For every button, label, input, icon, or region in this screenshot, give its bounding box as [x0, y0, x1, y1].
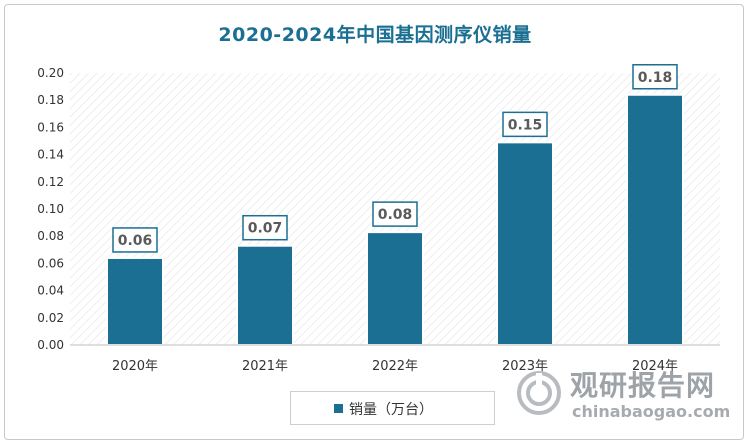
data-label-box [242, 214, 288, 241]
watermark-en-text: chinabaogao.com [572, 402, 731, 421]
data-label: 0.18 [638, 70, 673, 86]
bar [496, 141, 554, 346]
watermark: 观研报告网 chinabaogao.com [510, 360, 742, 430]
legend-label: 销量（万台） [349, 402, 433, 418]
data-label-box [112, 227, 158, 253]
y-tick-label: 0.10 [37, 202, 64, 216]
bars-group [106, 93, 684, 347]
bar [366, 231, 424, 346]
x-tick-label: 2022年 [372, 359, 418, 374]
legend: 销量（万台） [290, 391, 495, 425]
x-axis-ticks: 2020年 2021年 2022年 2023年 2024年 [112, 359, 678, 374]
y-tick-label: 0.02 [37, 311, 64, 325]
data-label: 0.07 [248, 221, 283, 237]
x-tick-label: 2020年 [112, 359, 158, 374]
y-axis-ticks: 0.00 0.02 0.04 0.06 0.08 0.10 0.12 0.14 0.16 0.18… [37, 66, 64, 352]
y-tick-label: 0.06 [37, 256, 64, 270]
chart-title: 2020-2024年中国基因测序仪销量 [218, 24, 532, 46]
bar [626, 93, 684, 347]
y-tick-label: 0.12 [37, 175, 64, 189]
watermark-logo-icon [517, 371, 561, 415]
data-label-box [372, 201, 418, 227]
legend-swatch [334, 404, 343, 413]
data-label: 0.08 [378, 207, 413, 223]
bar [106, 256, 164, 346]
y-tick-label: 0.08 [37, 229, 64, 243]
x-tick-label: 2024年 [632, 359, 678, 374]
y-tick-label: 0.14 [37, 148, 64, 162]
y-tick-label: 0.16 [37, 120, 64, 134]
y-tick-label: 0.18 [37, 93, 64, 107]
y-tick-label: 0.04 [37, 284, 64, 298]
data-label: 0.15 [508, 117, 543, 133]
watermark-cn-text: 观研报告网 [570, 369, 716, 402]
bar [236, 244, 294, 346]
x-tick-label: 2021年 [242, 359, 288, 374]
x-tick-label: 2023年 [502, 359, 548, 374]
data-labels-group: 0.06 0.07 0.08 0.15 0.18 [112, 64, 678, 253]
data-label-box [632, 64, 678, 90]
data-label: 0.06 [118, 233, 153, 249]
y-tick-label: 0.20 [37, 66, 64, 80]
data-label-box [502, 111, 548, 138]
y-tick-label: 0.00 [37, 338, 64, 352]
